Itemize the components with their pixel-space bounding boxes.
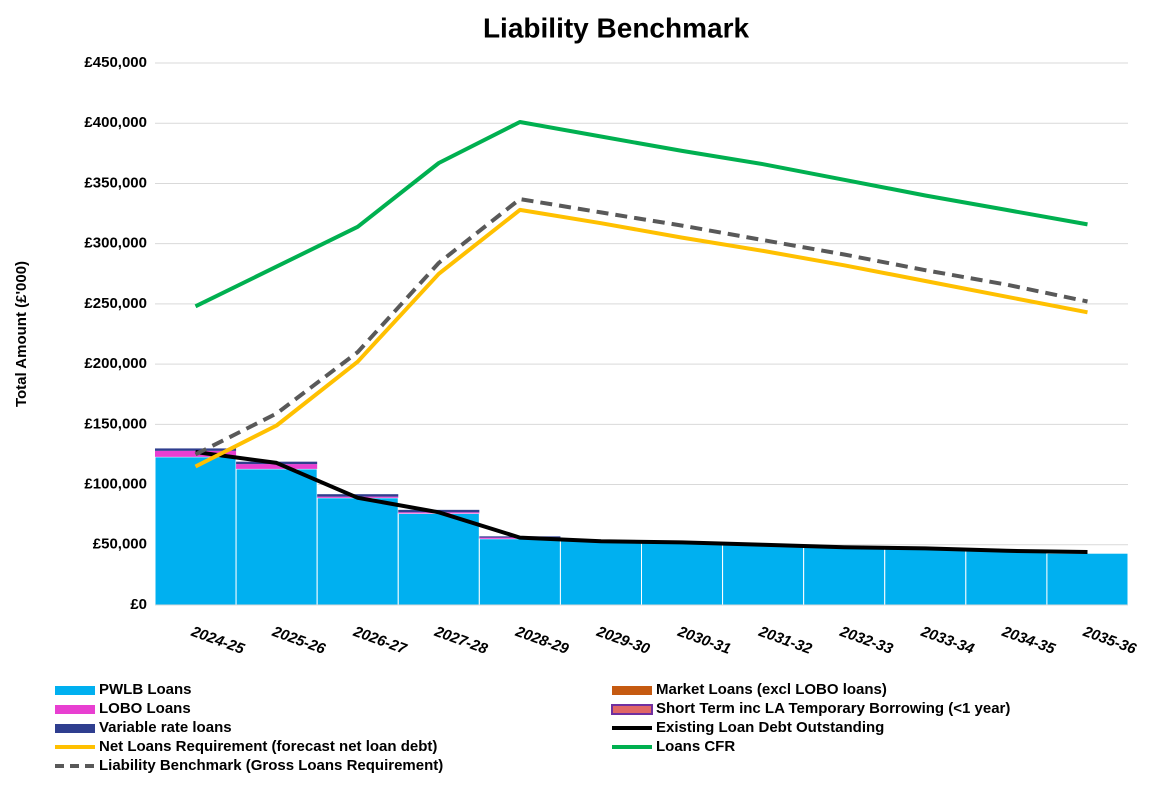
legend-label: LOBO Loans bbox=[99, 700, 191, 717]
x-tick-label: 2031-32 bbox=[756, 623, 815, 658]
legend-label: Existing Loan Debt Outstanding bbox=[656, 719, 884, 736]
legend-label: Net Loans Requirement (forecast net loan… bbox=[99, 738, 437, 755]
y-tick-label: £100,000 bbox=[84, 476, 147, 493]
x-tick-label: 2024-25 bbox=[188, 623, 247, 658]
x-tick-label: 2028-29 bbox=[512, 623, 571, 658]
line-series bbox=[195, 450, 1088, 554]
x-tick-label: 2029-30 bbox=[593, 623, 652, 658]
y-tick-label: £50,000 bbox=[93, 536, 147, 553]
y-tick-label: £150,000 bbox=[84, 415, 147, 432]
bar bbox=[803, 546, 886, 606]
legend-label: Market Loans (excl LOBO loans) bbox=[656, 681, 887, 698]
bar bbox=[235, 468, 318, 606]
bar bbox=[559, 539, 643, 606]
x-tick-label: 2025-26 bbox=[269, 623, 328, 658]
bar bbox=[641, 541, 724, 606]
line-series bbox=[194, 197, 1088, 457]
y-axis-title: Total Amount (£'000) bbox=[13, 261, 30, 407]
line-series bbox=[194, 207, 1088, 469]
bar bbox=[884, 547, 967, 606]
bar bbox=[236, 464, 318, 469]
y-tick-label: £0 bbox=[130, 596, 147, 613]
bar bbox=[397, 512, 480, 606]
legend-swatch bbox=[612, 686, 652, 695]
bar bbox=[317, 494, 399, 497]
x-tick-label: 2026-27 bbox=[350, 623, 409, 658]
x-tick-label: 2035-36 bbox=[1080, 623, 1139, 658]
legend-swatch bbox=[55, 724, 95, 733]
x-tick-label: 2030-31 bbox=[675, 623, 733, 658]
legend-label: Variable rate loans bbox=[99, 719, 232, 736]
x-tick-label: 2033-34 bbox=[918, 623, 977, 658]
chart-title: Liability Benchmark bbox=[483, 12, 750, 43]
legend-swatch bbox=[55, 686, 95, 695]
x-tick-label: 2034-35 bbox=[999, 623, 1058, 658]
y-tick-label: £200,000 bbox=[84, 355, 147, 372]
bar bbox=[478, 538, 561, 606]
legend-label: PWLB Loans bbox=[99, 681, 192, 698]
legend-label: Liability Benchmark (Gross Loans Require… bbox=[99, 757, 443, 774]
bar bbox=[154, 456, 237, 606]
bar bbox=[965, 550, 1048, 606]
y-tick-label: £450,000 bbox=[84, 54, 147, 71]
y-tick-label: £400,000 bbox=[84, 114, 147, 131]
line-series bbox=[194, 120, 1088, 309]
x-tick-label: 2027-28 bbox=[431, 623, 490, 658]
bar bbox=[155, 448, 237, 451]
y-tick-label: £350,000 bbox=[84, 174, 147, 191]
legend-swatch bbox=[611, 704, 653, 715]
bar bbox=[722, 543, 805, 606]
y-tick-label: £300,000 bbox=[84, 235, 147, 252]
y-tick-label: £250,000 bbox=[84, 295, 147, 312]
legend-label: Loans CFR bbox=[656, 738, 735, 755]
legend-swatch bbox=[55, 705, 95, 714]
bar bbox=[316, 497, 399, 606]
legend-label: Short Term inc LA Temporary Borrowing (<… bbox=[656, 700, 1010, 717]
x-tick-label: 2032-33 bbox=[837, 623, 896, 658]
bar bbox=[1046, 552, 1129, 606]
